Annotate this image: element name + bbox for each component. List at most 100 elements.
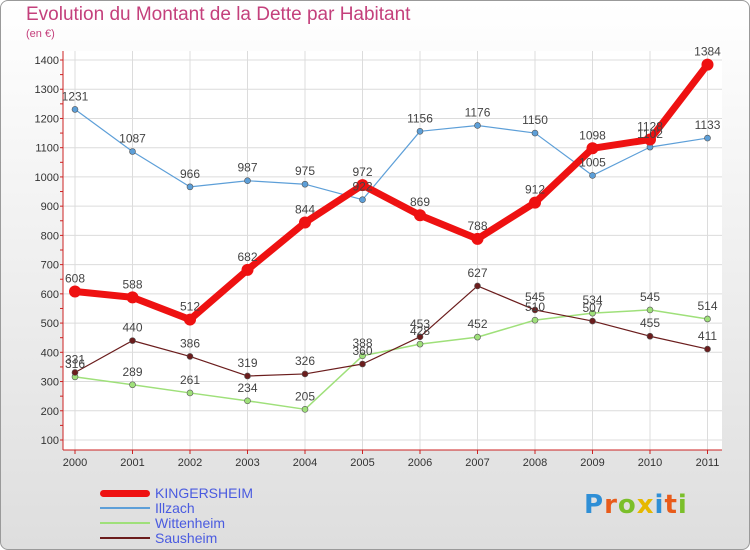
data-label-sausheim: 453 <box>410 317 430 331</box>
data-point-kingersheim <box>126 291 139 304</box>
gridlines <box>63 51 722 450</box>
data-point-wittenheim <box>474 333 481 341</box>
data-point-wittenheim <box>244 397 251 405</box>
data-label-wittenheim: 205 <box>295 389 315 403</box>
data-label-illzach: 1102 <box>637 127 663 141</box>
data-point-sausheim <box>589 317 596 325</box>
data-point-sausheim <box>244 372 251 380</box>
legend-swatch <box>100 522 150 524</box>
y-tick-label: 1100 <box>35 143 59 155</box>
y-tick-label: 400 <box>41 347 59 359</box>
data-label-wittenheim: 428 <box>410 324 430 338</box>
data-point-wittenheim <box>589 309 596 317</box>
data-point-kingersheim <box>529 196 541 209</box>
series-line-illzach <box>74 108 709 201</box>
logo-letter: x <box>636 490 655 520</box>
x-tick-label: 2010 <box>638 457 662 469</box>
data-point-illzach <box>186 183 194 191</box>
data-label-sausheim: 360 <box>352 344 372 358</box>
legend-swatch <box>100 507 150 509</box>
data-label-sausheim: 545 <box>525 290 545 304</box>
data-label-illzach: 987 <box>237 161 257 175</box>
logo-letter: P <box>584 490 605 520</box>
y-tick-label: 500 <box>41 318 59 330</box>
data-point-kingersheim <box>701 58 714 71</box>
line-chart: 1002003004005006007008009001000110012001… <box>35 45 722 469</box>
y-tick-label: 800 <box>41 230 59 242</box>
y-tick-label: 900 <box>41 201 59 213</box>
data-label-illzach: 1176 <box>465 105 491 119</box>
data-label-wittenheim: 514 <box>697 299 717 313</box>
data-point-sausheim <box>71 369 79 376</box>
data-label-kingersheim: 788 <box>467 219 487 233</box>
x-tick-label: 2008 <box>523 457 547 469</box>
data-label-sausheim: 331 <box>65 352 85 366</box>
y-tick-label: 1200 <box>35 113 59 125</box>
legend-label: Illzach <box>155 500 195 516</box>
data-point-sausheim <box>359 360 366 368</box>
data-label-wittenheim: 545 <box>640 290 660 304</box>
data-label-kingersheim: 1098 <box>579 128 606 142</box>
logo-letter: o <box>617 490 637 520</box>
data-label-wittenheim: 261 <box>180 373 200 387</box>
data-label-wittenheim: 316 <box>65 357 85 371</box>
data-point-wittenheim <box>129 381 136 389</box>
logo-letter: r <box>604 490 618 520</box>
data-point-illzach <box>589 172 596 179</box>
logo-letter: i <box>677 490 688 520</box>
data-point-sausheim <box>301 370 309 378</box>
y-tick-label: 1300 <box>35 84 59 96</box>
y-tick-label: 600 <box>41 289 59 301</box>
data-point-kingersheim <box>644 133 656 146</box>
data-label-illzach: 1156 <box>407 111 433 125</box>
data-label-illzach: 1005 <box>579 155 606 169</box>
data-label-illzach: 922 <box>352 180 372 194</box>
data-point-kingersheim <box>184 313 196 326</box>
data-label-kingersheim: 912 <box>525 183 545 197</box>
plot-area <box>63 51 722 450</box>
data-point-illzach <box>416 128 424 135</box>
data-label-kingersheim: 608 <box>65 272 85 286</box>
data-label-illzach: 1231 <box>62 89 89 103</box>
data-label-kingersheim: 1128 <box>637 120 663 134</box>
y-tick-label: 100 <box>41 435 59 447</box>
data-point-illzach <box>301 180 309 188</box>
data-label-illzach: 966 <box>180 167 200 181</box>
x-tick-label: 2002 <box>178 457 202 469</box>
data-label-kingersheim: 512 <box>180 300 200 314</box>
data-label-illzach: 975 <box>295 164 315 178</box>
data-label-sausheim: 386 <box>180 336 200 350</box>
data-label-sausheim: 455 <box>640 316 660 330</box>
data-point-sausheim <box>646 332 654 340</box>
data-point-kingersheim <box>356 179 369 192</box>
data-label-sausheim: 319 <box>237 356 257 370</box>
y-tick-label: 200 <box>41 406 59 418</box>
y-tick-label: 1400 <box>35 55 59 67</box>
data-label-wittenheim: 534 <box>582 293 602 307</box>
legend-swatch <box>100 489 150 497</box>
data-point-wittenheim <box>186 389 194 397</box>
data-label-sausheim: 507 <box>582 301 602 315</box>
logo-letter: t <box>664 490 678 520</box>
data-point-sausheim <box>416 333 424 341</box>
unit-label: (en €) <box>26 28 55 40</box>
data-point-kingersheim <box>586 142 599 155</box>
data-point-sausheim <box>186 353 194 360</box>
legend-swatch <box>100 537 150 539</box>
data-label-kingersheim: 682 <box>237 250 257 264</box>
data-point-illzach <box>531 129 539 137</box>
data-label-kingersheim: 588 <box>122 277 142 291</box>
data-point-illzach <box>71 106 79 113</box>
data-point-wittenheim <box>301 406 309 413</box>
data-point-wittenheim <box>531 316 539 324</box>
data-point-sausheim <box>531 306 539 314</box>
series-line-sausheim <box>74 285 709 377</box>
data-label-illzach: 1150 <box>522 113 548 127</box>
data-label-kingersheim: 844 <box>295 203 315 217</box>
legend-label: Sausheim <box>155 530 218 546</box>
data-point-kingersheim <box>69 285 81 298</box>
data-labels: 1231 1087 966 987 975 922 1156 1176 1150 1005 1102… <box>62 45 722 404</box>
data-point-wittenheim <box>359 352 366 360</box>
data-label-illzach: 1133 <box>695 118 721 132</box>
data-label-sausheim: 326 <box>295 354 315 368</box>
